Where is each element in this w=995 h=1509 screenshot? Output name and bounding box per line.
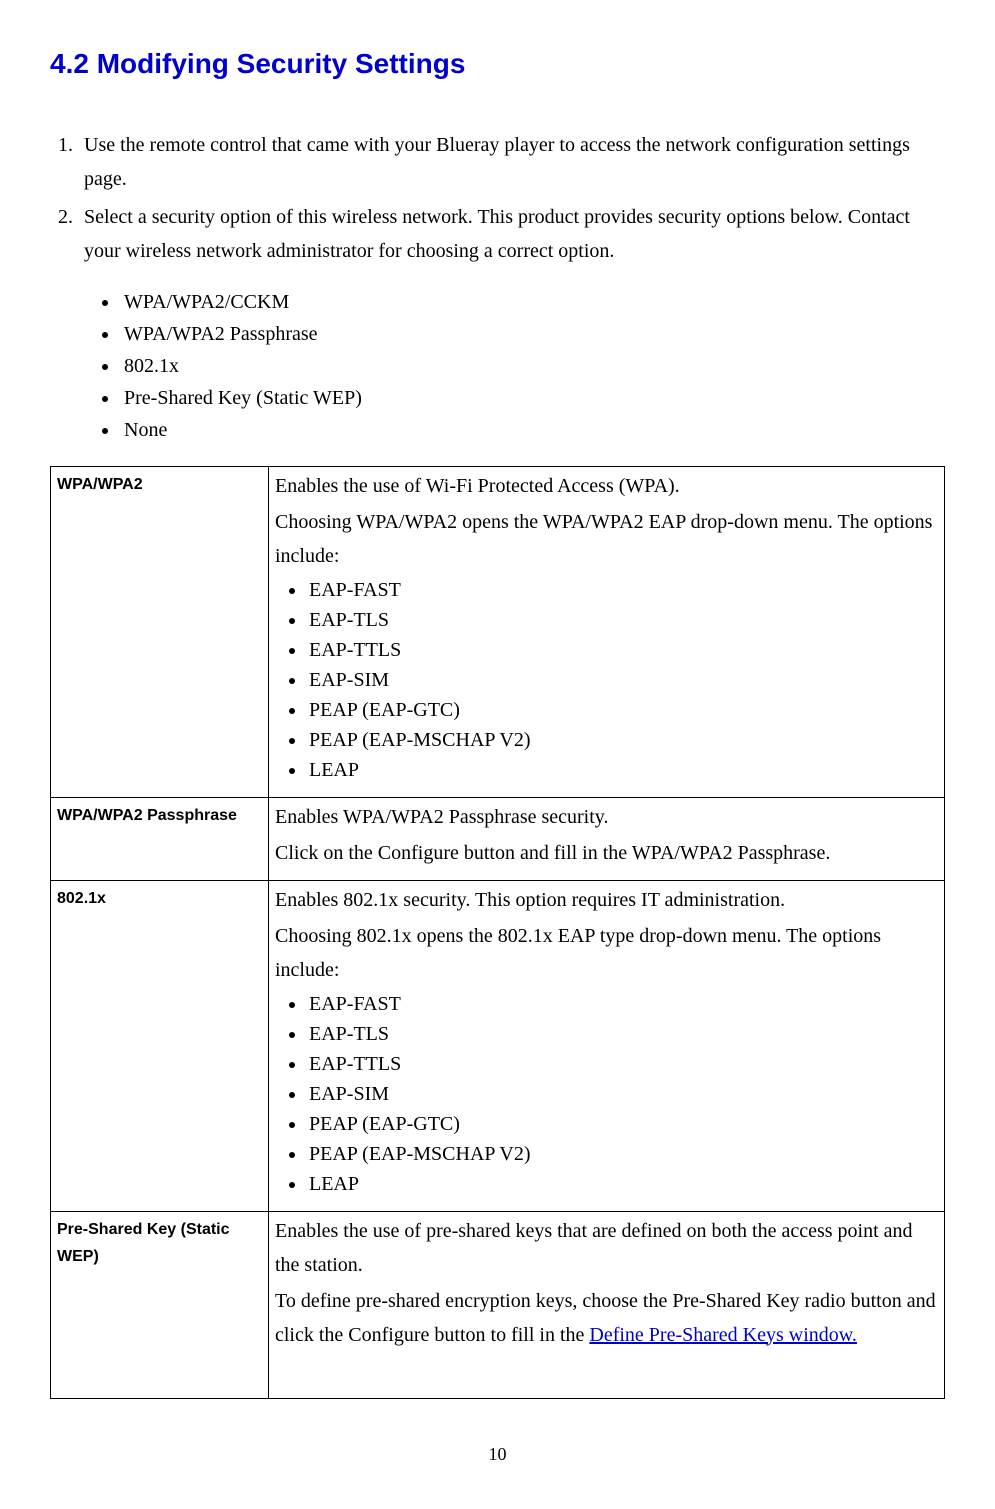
eap-item: PEAP (EAP-MSCHAP V2)	[307, 1139, 938, 1169]
table-row: WPA/WPA2 Passphrase Enables WPA/WPA2 Pas…	[51, 797, 945, 880]
option-item: WPA/WPA2 Passphrase	[120, 318, 945, 350]
option-item: WPA/WPA2/CCKM	[120, 286, 945, 318]
eap-item: PEAP (EAP-MSCHAP V2)	[307, 725, 938, 755]
eap-item: LEAP	[307, 755, 938, 785]
eap-item: PEAP (EAP-GTC)	[307, 695, 938, 725]
step-item: Select a security option of this wireles…	[78, 200, 945, 268]
row-description: Enables WPA/WPA2 Passphrase security. Cl…	[269, 797, 945, 880]
eap-item: EAP-FAST	[307, 575, 938, 605]
option-item: None	[120, 414, 945, 446]
row-label: 802.1x	[51, 880, 269, 1211]
eap-item: LEAP	[307, 1169, 938, 1199]
table-row: 802.1x Enables 802.1x security. This opt…	[51, 880, 945, 1211]
desc-line: Choosing WPA/WPA2 opens the WPA/WPA2 EAP…	[275, 505, 938, 573]
security-table: WPA/WPA2 Enables the use of Wi-Fi Protec…	[50, 466, 945, 1399]
security-options-list: WPA/WPA2/CCKM WPA/WPA2 Passphrase 802.1x…	[50, 286, 945, 446]
desc-line: Enables the use of pre-shared keys that …	[275, 1214, 938, 1282]
row-description: Enables the use of pre-shared keys that …	[269, 1211, 945, 1398]
desc-line: Enables the use of Wi-Fi Protected Acces…	[275, 469, 938, 503]
desc-line: Enables WPA/WPA2 Passphrase security.	[275, 800, 938, 834]
row-description: Enables 802.1x security. This option req…	[269, 880, 945, 1211]
page-number: 10	[50, 1439, 945, 1470]
eap-item: EAP-TTLS	[307, 1049, 938, 1079]
eap-item: EAP-TLS	[307, 1019, 938, 1049]
desc-line: Enables 802.1x security. This option req…	[275, 883, 938, 917]
eap-list: EAP-FAST EAP-TLS EAP-TTLS EAP-SIM PEAP (…	[275, 989, 938, 1199]
eap-item: PEAP (EAP-GTC)	[307, 1109, 938, 1139]
step-item: Use the remote control that came with yo…	[78, 128, 945, 196]
define-keys-link[interactable]: Define Pre-Shared Keys window.	[589, 1324, 857, 1346]
row-label: WPA/WPA2	[51, 466, 269, 797]
option-item: Pre-Shared Key (Static WEP)	[120, 382, 945, 414]
table-row: Pre-Shared Key (Static WEP) Enables the …	[51, 1211, 945, 1398]
table-row: WPA/WPA2 Enables the use of Wi-Fi Protec…	[51, 466, 945, 797]
desc-line: Choosing 802.1x opens the 802.1x EAP typ…	[275, 919, 938, 987]
eap-item: EAP-SIM	[307, 1079, 938, 1109]
eap-item: EAP-FAST	[307, 989, 938, 1019]
eap-item: EAP-SIM	[307, 665, 938, 695]
section-heading: 4.2 Modifying Security Settings	[50, 40, 945, 88]
eap-item: EAP-TLS	[307, 605, 938, 635]
eap-list: EAP-FAST EAP-TLS EAP-TTLS EAP-SIM PEAP (…	[275, 575, 938, 785]
row-description: Enables the use of Wi-Fi Protected Acces…	[269, 466, 945, 797]
steps-list: Use the remote control that came with yo…	[50, 128, 945, 268]
eap-item: EAP-TTLS	[307, 635, 938, 665]
row-label: WPA/WPA2 Passphrase	[51, 797, 269, 880]
row-label: Pre-Shared Key (Static WEP)	[51, 1211, 269, 1398]
desc-line: Click on the Configure button and fill i…	[275, 836, 938, 870]
desc-line: To define pre-shared encryption keys, ch…	[275, 1284, 938, 1352]
option-item: 802.1x	[120, 350, 945, 382]
